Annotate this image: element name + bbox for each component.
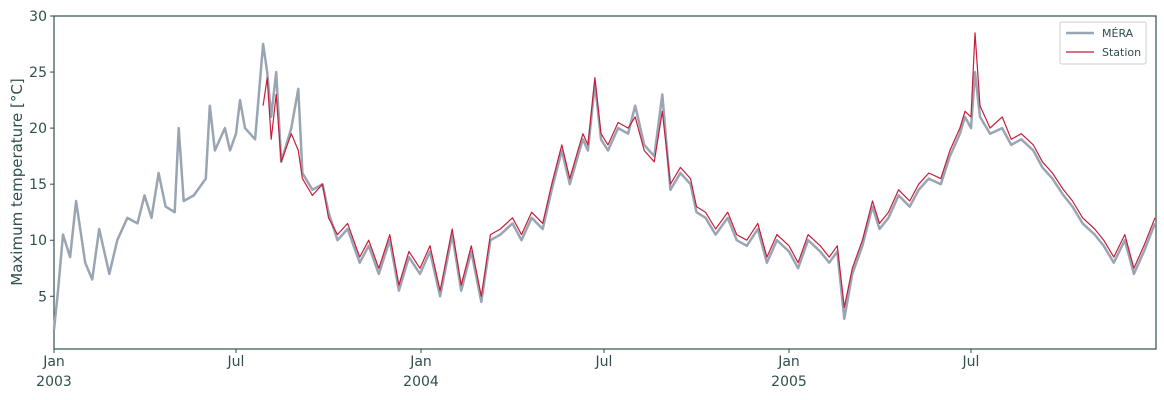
y-tick-label: 30 xyxy=(29,9,47,25)
series-lines xyxy=(52,32,1157,331)
x-axis-ticks: Jan 2003 Jul Jan 2004 Jul Jan 2005 Jul xyxy=(36,349,979,390)
y-tick-label: 5 xyxy=(38,289,47,305)
series-line-mera xyxy=(52,42,1157,331)
y-tick-label: 10 xyxy=(29,233,47,249)
x-tick-sublabel: 2005 xyxy=(771,374,807,390)
x-tick-label: Jan xyxy=(42,354,65,370)
legend-mera-label: MÉRA xyxy=(1102,27,1134,40)
legend-station-label: Station xyxy=(1102,46,1141,59)
x-tick-sublabel: 2004 xyxy=(403,374,439,390)
series-line-station xyxy=(262,32,1156,309)
legend: MÉRA Station xyxy=(1059,21,1147,65)
x-tick-sublabel: 2003 xyxy=(36,374,72,390)
x-tick-label: Jul xyxy=(595,354,613,370)
x-tick-label: Jul xyxy=(962,354,980,370)
y-axis-title: Maximum temperature [°C] xyxy=(8,78,26,285)
y-tick-label: 25 xyxy=(29,65,47,81)
plot-frame xyxy=(53,15,1157,350)
x-tick-label: Jan xyxy=(409,354,432,370)
x-tick-label: Jan xyxy=(777,354,800,370)
y-tick-label: 15 xyxy=(29,177,47,193)
y-axis-ticks: 5 10 15 20 25 30 xyxy=(29,9,54,305)
y-tick-label: 20 xyxy=(29,121,47,137)
x-tick-label: Jul xyxy=(227,354,245,370)
